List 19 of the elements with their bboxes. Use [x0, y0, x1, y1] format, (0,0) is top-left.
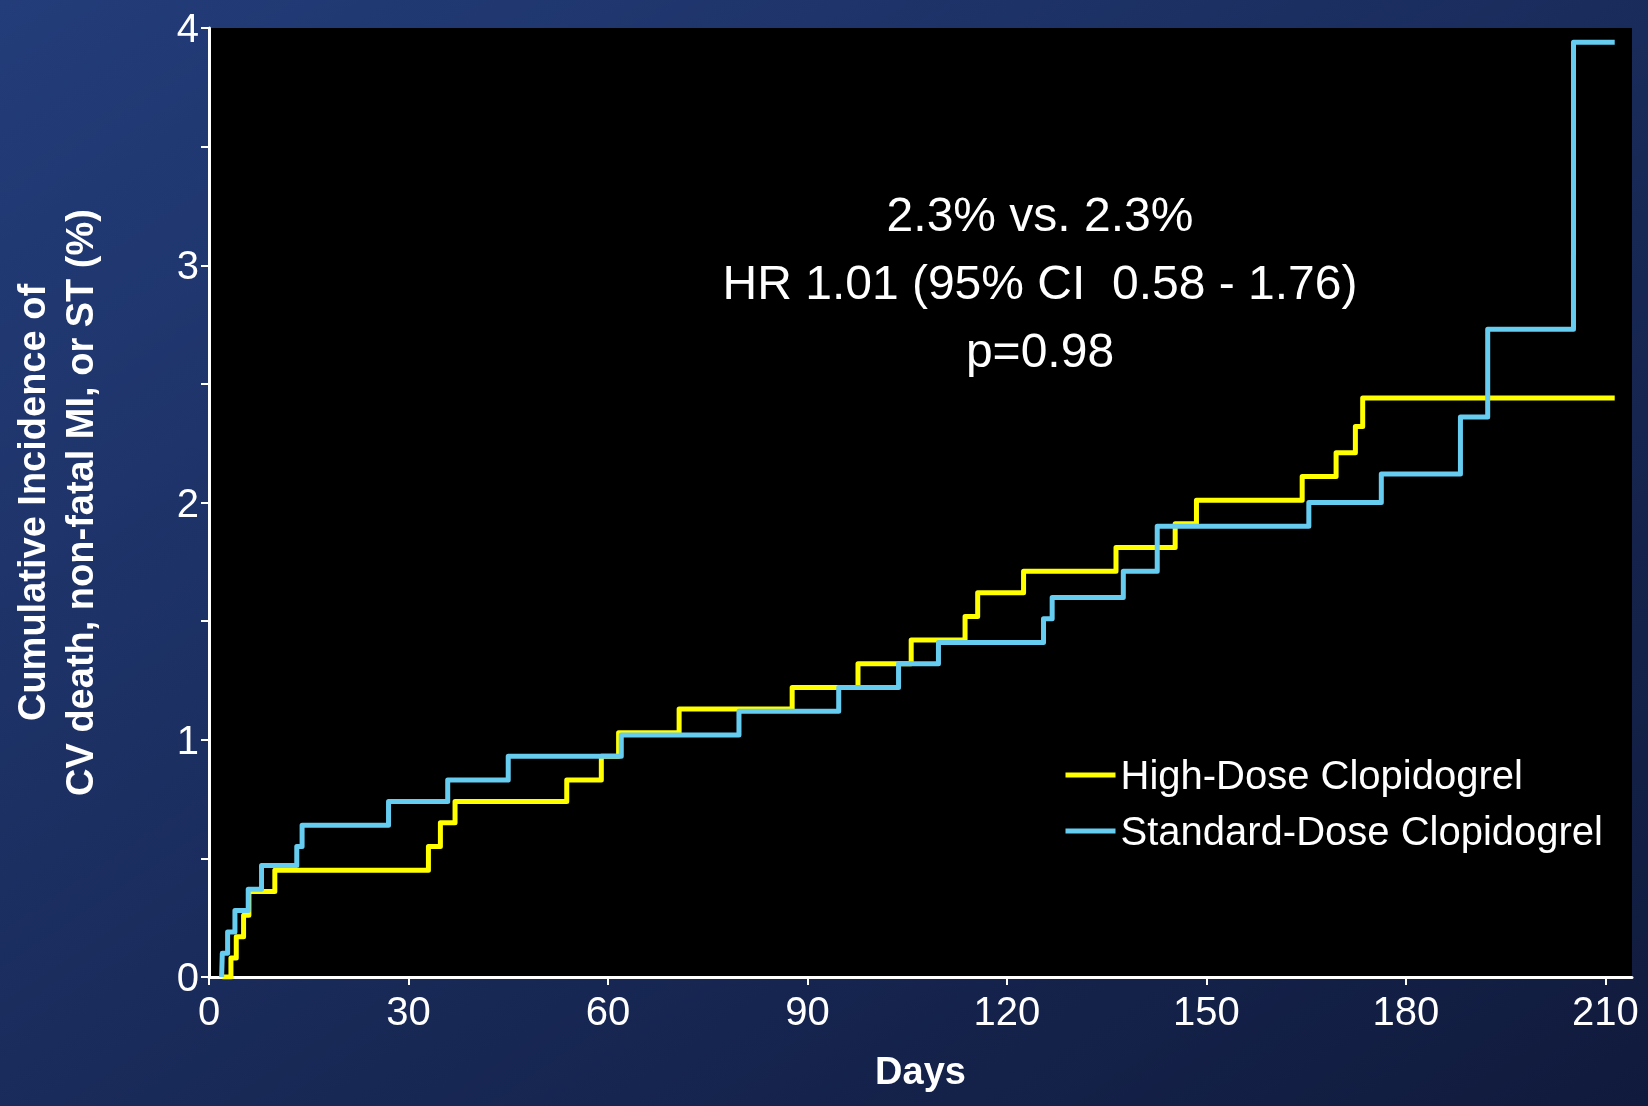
annotation: p=0.98 [965, 323, 1115, 377]
y-tick-label: 4 [176, 6, 199, 50]
x-axis-title: Days [875, 1050, 966, 1092]
x-tick-label: 150 [1173, 989, 1240, 1033]
y-tick-label: 3 [176, 243, 199, 288]
y-tick-label: 0 [176, 955, 199, 999]
x-tick-label: 90 [785, 989, 830, 1033]
y-tick-label: 1 [176, 717, 199, 762]
annotation: 2.3% vs. 2.3% [886, 187, 1194, 241]
annotation: HR 1.01 (95% CI 0.58 - 1.76) [722, 255, 1358, 309]
x-tick-label: 120 [973, 989, 1041, 1033]
x-tick-label: 30 [386, 989, 431, 1033]
x-tick-label: 210 [1572, 989, 1639, 1033]
legend-label: Standard-Dose Clopidogrel [1120, 809, 1603, 853]
x-tick-label: 180 [1372, 989, 1440, 1033]
legend-label: High-Dose Clopidogrel [1120, 753, 1523, 797]
x-tick-label: 60 [585, 989, 631, 1033]
y-axis-title: Cumulative Incidence of CV death, non-fatal MI, or ST (%) [11, 209, 101, 796]
y-tick-label: 2 [176, 480, 199, 525]
